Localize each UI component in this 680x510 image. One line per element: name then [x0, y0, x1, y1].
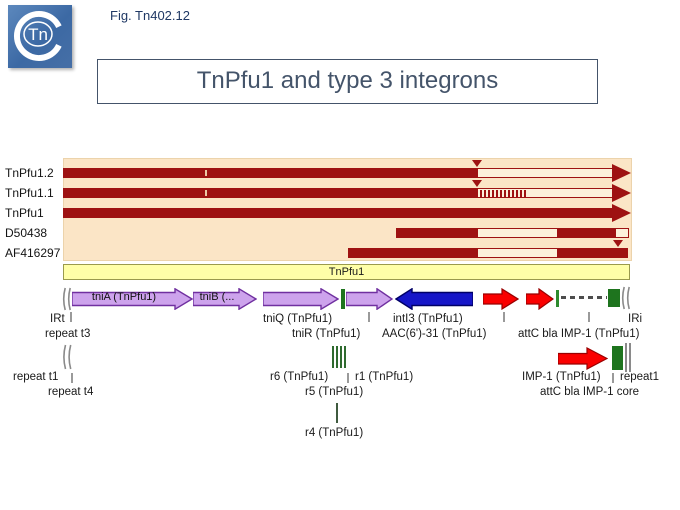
r-repeat-line-1	[332, 346, 334, 368]
tnpfu1-region-bar: TnPfu1	[63, 264, 630, 280]
tnpfu1-1-solid-bar	[63, 188, 478, 198]
repeat1-marker-line-2	[629, 343, 631, 372]
label-tniq: tniQ (TnPfu1)	[263, 313, 333, 325]
repeat1-marker-line-1	[625, 343, 627, 372]
r-repeat-line-3	[340, 346, 342, 368]
label-repeat-t1: repeat t1	[13, 371, 59, 383]
tick-r6-r1	[347, 373, 349, 383]
af416297-insertion-marker	[613, 240, 623, 247]
imp1-gene-arrow-detail	[558, 347, 608, 370]
label-attc-bla: attC bla IMP-1 (TnPfu1)	[518, 328, 640, 340]
tnpfu1-1-insertion-marker	[472, 180, 482, 187]
figure-number-label: Fig. Tn402.12	[110, 8, 190, 23]
d50438-hollow-end	[615, 228, 629, 238]
track-label-d50438: D50438	[5, 226, 48, 240]
r4-marker-line	[336, 403, 338, 423]
logo-c-icon: Tn	[14, 11, 62, 61]
label-inti3: intI3 (TnPfu1)	[393, 313, 463, 325]
tnpfu1-1-striped-region	[480, 189, 526, 197]
tick-imp1-repeat1	[612, 373, 614, 383]
irt-inverted-repeat-icon	[62, 287, 71, 311]
tnpfu1-1-gap-tick	[205, 190, 207, 196]
r-repeat-line-4	[344, 346, 346, 368]
region-bar-label: TnPfu1	[328, 266, 365, 278]
track-label-tnpfu1-1: TnPfu1.1	[5, 186, 54, 200]
attc-core-box-icon	[612, 346, 623, 370]
tnpfu1-2-insertion-marker	[472, 160, 482, 167]
d50438-hollow-bar	[477, 228, 559, 238]
tick-irt	[70, 312, 72, 322]
tnia-gene-label: tniA (TnPfu1)	[91, 291, 157, 303]
label-r6: r6 (TnPfu1)	[270, 371, 329, 383]
tnib-gene-arrow	[193, 288, 257, 310]
res-site-bar-icon	[341, 289, 345, 309]
af416297-hollow-bar	[477, 248, 559, 258]
attc-site-tick-icon	[556, 290, 559, 307]
imp1-cassette-arrow	[526, 288, 554, 310]
label-repeat1: repeat1	[620, 371, 660, 383]
tnpfu1-2-hollow-bar	[477, 168, 614, 178]
label-r1: r1 (TnPfu1)	[355, 371, 414, 383]
label-irt: IRt	[50, 313, 65, 325]
track-label-af416297: AF416297	[5, 246, 61, 260]
d50438-solid-bar-1	[396, 228, 479, 238]
tnpfu1-2-gap-tick	[205, 170, 207, 176]
iri-inverted-repeat-icon	[621, 286, 630, 310]
page-title: TnPfu1 and type 3 integrons	[196, 67, 499, 94]
aac-cassette-arrow	[483, 288, 519, 310]
tick-aac	[503, 312, 505, 322]
label-repeat-t3: repeat t3	[45, 328, 91, 340]
label-iri: IRi	[628, 313, 643, 325]
label-aac: AAC(6')-31 (TnPfu1)	[382, 328, 487, 340]
r-repeat-line-2	[336, 346, 338, 368]
tnib-gene-label: tniB (...	[199, 291, 235, 303]
label-r4: r4 (TnPfu1)	[305, 427, 364, 439]
inti3-integrase-arrow	[395, 288, 473, 310]
attc-site-box-icon	[608, 289, 620, 307]
tnpfu1-1-arrowhead	[612, 184, 631, 202]
title-box: TnPfu1 and type 3 integrons	[97, 59, 598, 104]
tnpfu1-arrowhead	[612, 204, 631, 222]
label-imp1: IMP-1 (TnPfu1)	[522, 371, 601, 383]
label-attc-core: attC bla IMP-1 core	[540, 386, 640, 398]
tick-repeat-t1	[71, 373, 73, 383]
tnpfu1-2-arrowhead	[612, 164, 631, 182]
tniq-gene-arrow	[263, 288, 339, 310]
af416297-solid-bar-2	[557, 248, 628, 258]
track-label-tnpfu1-2: TnPfu1.2	[5, 166, 54, 180]
d50438-solid-bar-2	[557, 228, 617, 238]
tick-attc	[588, 312, 590, 322]
tick-tniq-tnir	[368, 312, 370, 322]
tnpfu1-solid-bar	[63, 208, 614, 218]
tnia-gene-arrow	[72, 288, 193, 310]
repeat-t1-t4-marker-icon	[63, 344, 72, 370]
deletion-dashed-line	[561, 296, 607, 299]
tn-registry-logo: Tn	[8, 5, 72, 68]
tnpfu1-2-solid-bar	[63, 168, 478, 178]
af416297-solid-bar-1	[348, 248, 479, 258]
label-r5: r5 (TnPfu1)	[305, 386, 364, 398]
label-repeat-t4: repeat t4	[48, 386, 94, 398]
tnir-gene-arrow	[346, 288, 393, 310]
logo-tn-text: Tn	[28, 25, 48, 44]
label-tnir: tniR (TnPfu1)	[292, 328, 361, 340]
track-label-tnpfu1: TnPfu1	[5, 206, 44, 220]
